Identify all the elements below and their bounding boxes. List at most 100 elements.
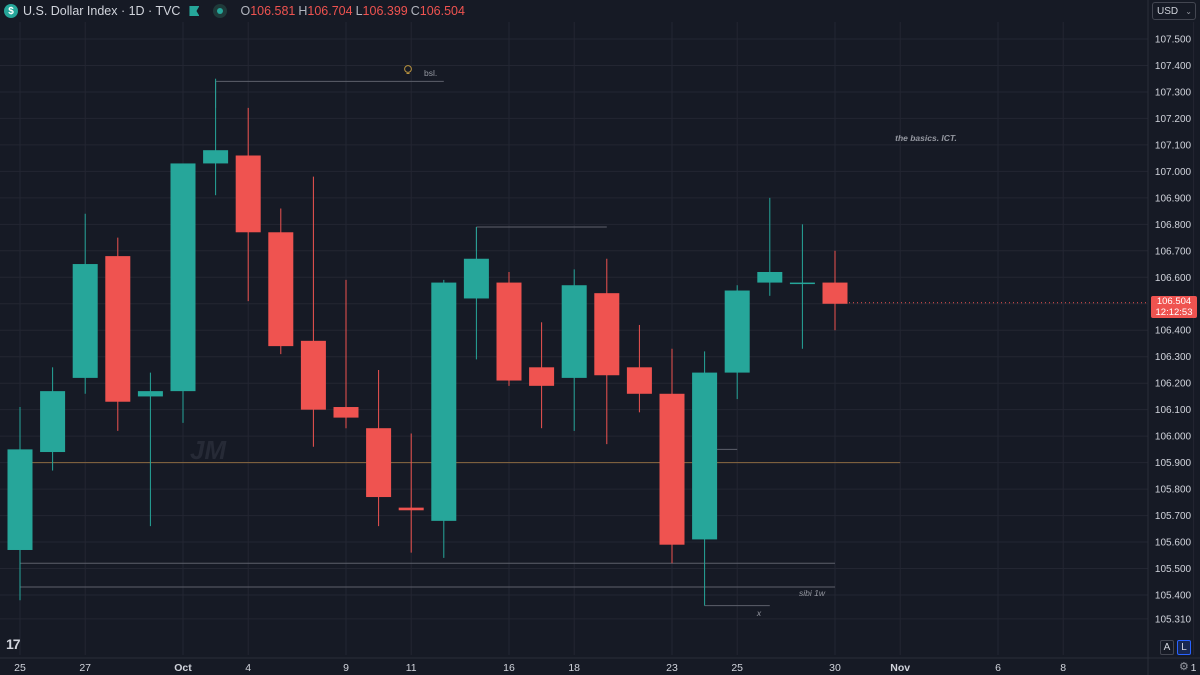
candle-body [529,367,555,386]
candle[interactable] [235,107,261,302]
y-tick-label: 107.300 [1155,87,1192,98]
candles [7,78,848,606]
y-tick-label: 106.300 [1155,352,1192,363]
candle-body [203,150,229,164]
candle[interactable] [300,176,326,447]
candle[interactable] [626,324,652,413]
sibi-label[interactable]: sibi 1w [799,588,826,598]
currency-label: USD [1157,5,1179,17]
y-tick-label: 106.400 [1155,326,1192,337]
candle-body [366,428,392,498]
candle-body [333,407,359,418]
low-value: 106.399 [362,4,408,18]
candle[interactable] [137,372,163,527]
candle-body [561,285,587,378]
y-tick-label: 106.800 [1155,220,1192,231]
tradingview-logo-icon[interactable]: 17 [6,636,21,652]
candle[interactable] [757,197,783,296]
candle[interactable] [268,208,294,355]
candle-body [822,282,848,304]
y-tick-label: 105.310 [1155,614,1192,625]
y-tick-label: 107.400 [1155,61,1192,72]
candle[interactable] [398,433,424,553]
x-tick-label: 1 [1191,662,1197,674]
candle-body [594,293,620,376]
auto-scale-button[interactable]: A [1160,640,1174,655]
time-axis: 25 27 Oct 4 9 11 16 18 23 25 30 Nov 6 8 1 [14,662,1197,674]
candle-body [170,163,196,392]
currency-button[interactable]: USD ⌄ [1152,2,1196,20]
x-tick-label: 30 [829,662,841,674]
watermark-text: JM [190,435,227,465]
candle[interactable] [529,322,555,429]
y-tick-label: 106.100 [1155,405,1192,416]
x-tick-label: 27 [79,662,91,674]
price-axis: 107.500 107.400 107.300 107.200 107.100 107.0… [1155,35,1192,626]
bar-countdown: 12:12:53 [1155,307,1193,318]
candle-body [7,449,33,550]
candle-body [692,372,718,540]
candle[interactable] [496,271,522,386]
candle-body [789,282,815,285]
candle[interactable] [333,279,359,429]
x-tick-label: Nov [890,662,910,674]
last-price-value: 106.504 [1156,296,1192,307]
x-tick-label: 8 [1060,662,1066,674]
candle[interactable] [561,269,587,431]
bsl-label: bsl. [424,68,437,78]
close-label: C [410,4,420,18]
candle[interactable] [659,348,685,564]
y-tick-label: 105.700 [1155,511,1192,522]
candle[interactable] [463,226,489,360]
high-value: 106.704 [307,4,353,18]
market-status-icon[interactable] [213,4,228,18]
candle[interactable] [692,351,718,606]
bsl-annotation[interactable]: bsl. [404,65,438,78]
y-tick-label: 105.600 [1155,538,1192,549]
y-tick-label: 106.000 [1155,432,1192,443]
y-tick-label: 105.800 [1155,485,1192,496]
y-tick-label: 106.600 [1155,273,1192,284]
x-label[interactable]: x [756,608,762,618]
candle-body [268,232,294,347]
gear-icon[interactable]: ⚙ [1179,661,1189,673]
candle-body [496,282,522,381]
candle-body [398,507,424,511]
candle[interactable] [789,224,815,349]
candle[interactable] [7,407,33,601]
candle-body [463,258,489,299]
y-tick-label: 106.200 [1155,379,1192,390]
open-value: 106.581 [250,4,296,18]
y-tick-label: 105.500 [1155,564,1192,575]
candle[interactable] [594,258,620,445]
flag-icon[interactable] [189,6,200,16]
x-tick-label: 23 [666,662,678,674]
candle[interactable] [366,369,392,527]
last-price-tag: 106.504 12:12:53 [1151,296,1197,318]
candle[interactable] [40,367,66,471]
x-tick-label: 6 [995,662,1001,674]
dollar-logo-icon[interactable]: $ [4,4,18,18]
candle[interactable] [203,78,229,196]
chevron-down-icon: ⌄ [1185,6,1192,16]
candle[interactable] [822,250,848,331]
candle[interactable] [105,237,131,431]
lightbulb-icon [404,65,412,74]
candle[interactable] [170,163,196,423]
open-label: O [240,4,251,18]
drawing-lines [19,80,1148,607]
candle[interactable] [72,213,98,394]
x-tick-label: 11 [406,662,417,674]
symbol-title[interactable]: U.S. Dollar Index · 1D · TVC [23,4,181,18]
basics-note[interactable]: the basics. ICT. [895,133,957,143]
candle-body [431,282,457,521]
x-tick-label: 4 [245,662,251,674]
high-label: H [298,4,308,18]
log-scale-button[interactable]: L [1177,640,1191,655]
candle[interactable] [431,279,457,558]
y-tick-label: 107.500 [1155,35,1192,46]
candle[interactable] [724,285,750,400]
candle-body [626,367,652,394]
candle-body [235,155,261,233]
